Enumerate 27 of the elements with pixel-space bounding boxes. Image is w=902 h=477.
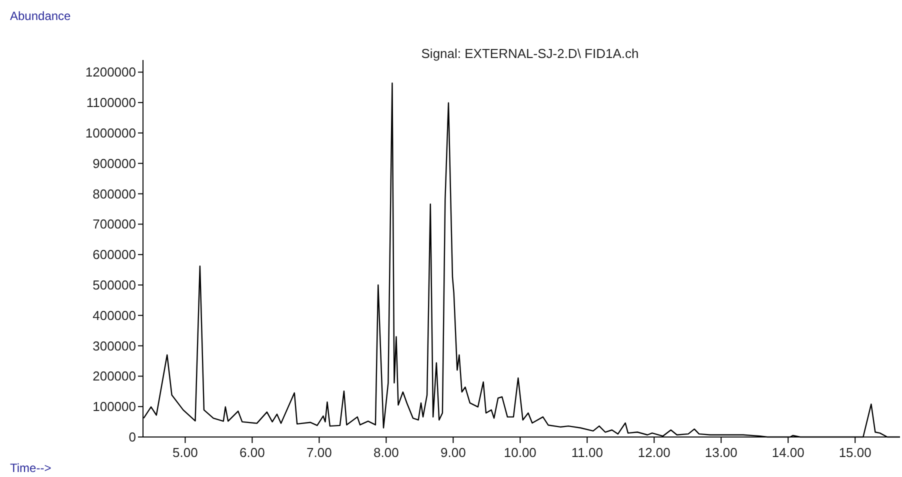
y-tick-label: 800000 xyxy=(92,186,136,202)
x-tick-label: 13.00 xyxy=(704,445,738,460)
y-tick-label: 1200000 xyxy=(85,64,136,80)
y-tick-label: 700000 xyxy=(92,216,136,232)
y-tick-label: 1000000 xyxy=(85,126,136,141)
x-tick-label: 14.00 xyxy=(772,445,804,460)
y-tick-label: 100000 xyxy=(92,399,136,414)
x-axis-title: Time--> xyxy=(10,461,52,475)
chart-title: Signal: EXTERNAL-SJ-2.D\ FID1A.ch xyxy=(421,46,639,61)
y-tick-label: 500000 xyxy=(92,278,136,293)
x-tick-label: 8.00 xyxy=(374,445,399,460)
y-tick-label: 600000 xyxy=(92,247,136,262)
y-tick-label: 1100000 xyxy=(86,95,136,110)
x-tick-label: 9.00 xyxy=(440,445,466,460)
x-tick-label: 11.00 xyxy=(571,445,603,460)
y-tick-label: 0 xyxy=(128,430,136,445)
y-tick-label: 900000 xyxy=(92,156,136,171)
y-tick-label: 300000 xyxy=(92,338,136,354)
x-tick-label: 15.00 xyxy=(838,445,872,460)
y-axis-title: Abundance xyxy=(10,9,72,23)
x-tick-label: 5.00 xyxy=(172,445,198,460)
y-tick-label: 200000 xyxy=(92,368,136,384)
x-tick-label: 6.00 xyxy=(240,445,265,460)
x-tick-label: 7.00 xyxy=(306,445,332,460)
x-tick-label: 10.00 xyxy=(504,445,536,460)
x-tick-label: 12.00 xyxy=(638,445,670,460)
y-tick-label: 400000 xyxy=(92,308,136,323)
